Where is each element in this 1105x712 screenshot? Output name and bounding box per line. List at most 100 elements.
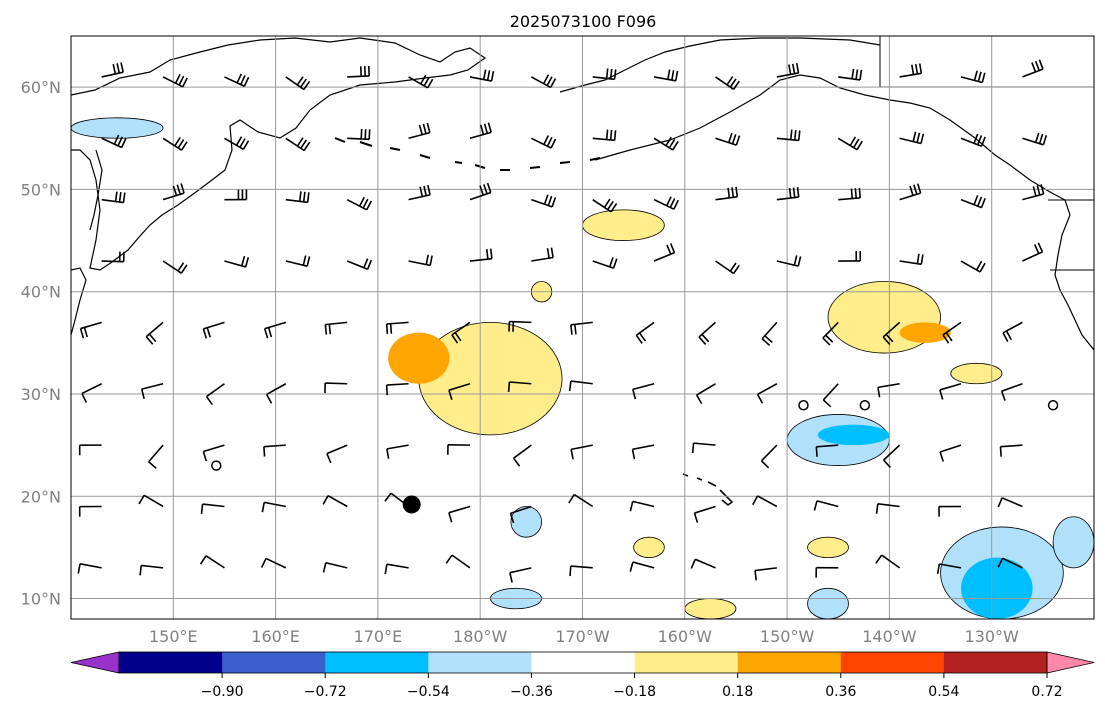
wind-barb [202,444,225,462]
wind-barb [936,563,962,574]
wind-barb [653,243,676,262]
latitude-label: 10°N [21,590,61,609]
wind-barb [960,133,986,147]
wind-barb [632,382,655,400]
wind-barb [347,65,370,78]
colorbar-tick-label: −0.54 [407,684,450,700]
wind-barb [205,383,225,406]
wind-barb [200,503,225,515]
wind-barb [469,248,493,262]
colorbar-segment [325,652,429,673]
colorbar-tick-label: −0.36 [510,684,553,700]
anomaly-region-positive [684,598,737,619]
wind-barb [263,321,287,339]
wind-barb [997,557,1023,569]
filled-circle-marker [402,495,421,514]
wind-barb [162,183,185,201]
wind-barb [469,69,495,82]
colorbar: −0.90 −0.72 −0.54 −0.36 −0.18 0.18 0.36 0.54 0.7… [70,651,1095,700]
wind-barb [408,74,434,89]
wind-barb [265,383,287,404]
wind-barb [629,561,655,572]
colorbar-segment [428,652,532,673]
wind-barb [691,442,716,454]
anomaly-region-positive [633,536,665,559]
map-frame [70,35,1095,620]
anomaly-region-negative [817,424,890,446]
wind-barb [162,260,188,274]
wind-barb [822,321,839,346]
wind-barb [776,62,800,78]
wind-barb [939,382,962,400]
anomaly-region-positive [899,322,951,343]
wind-barb [838,187,861,201]
wind-barb [101,134,127,149]
colorbar-segment [634,652,739,673]
wind-barb [899,63,923,78]
wind-barb [715,186,739,201]
wind-barb [761,321,778,347]
wind-barb [260,557,287,569]
colorbar-tick-label: 0.36 [825,684,856,700]
wind-barb [838,68,863,81]
anomaly-region-positive [582,209,665,241]
wind-barb [512,444,532,467]
wind-barb [592,198,618,213]
wind-barb [138,494,164,508]
wind-barb [882,444,901,468]
wind-barb [813,500,839,511]
latitude-labels: 10°N 20°N 30°N 40°N 50°N 60°N [21,78,61,608]
wind-barb [568,380,593,392]
latitude-label: 60°N [21,78,61,97]
wind-barb [101,191,126,204]
wind-barb [324,382,348,394]
wind-barb [592,129,617,142]
wind-barb [385,382,409,396]
colorbar-segment [531,652,636,673]
coastline-sakhalin [89,149,103,231]
wind-barb [997,497,1023,508]
wind-barb [326,444,348,464]
wind-barb [875,503,900,514]
wind-barb [408,254,433,267]
open-circle-marker [859,399,871,411]
coastline-siberia [71,37,487,271]
wind-barb [386,444,409,459]
wind-barb [385,321,409,335]
latitude-label: 20°N [21,487,61,506]
colorbar-segment [119,652,223,673]
wind-barb [101,251,125,263]
wind-barb [1022,59,1044,78]
longitude-label: 150°W [760,627,815,646]
wind-barb [78,505,102,517]
coastline-alaska-north [559,37,881,93]
longitude-label: 170°E [354,627,403,646]
colorbar-tick-label: −0.72 [304,684,347,700]
coastline-hawaii [682,473,734,507]
wind-barb [690,558,716,569]
wind-barb [202,321,225,339]
wind-barb [715,76,740,91]
wind-barb [822,383,839,408]
colorbar-segment [222,652,326,673]
wind-barb [224,189,248,201]
wind-barb [776,129,801,142]
wind-barb [445,554,471,569]
wind-barb [838,250,862,262]
wind-barb [346,196,373,211]
latitude-label: 30°N [21,385,61,404]
wind-barb [1022,132,1048,146]
wind-barb [77,563,102,574]
anomaly-region-positive [950,362,1003,385]
open-circle-marker [211,460,222,471]
anomaly-region-negative [510,506,542,538]
anomaly-region-negative [1052,516,1094,569]
wind-barb [469,182,492,201]
wind-barb [447,444,470,455]
wind-barb [285,76,311,91]
longitude-label: 170°W [555,627,610,646]
wind-barb [1002,321,1023,343]
wind-barb [346,258,373,271]
colorbar-extension-low [70,651,120,674]
